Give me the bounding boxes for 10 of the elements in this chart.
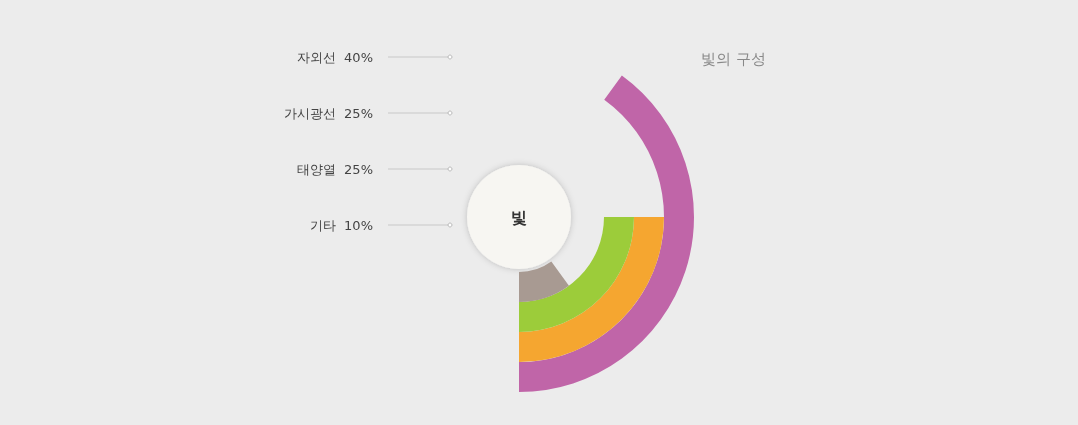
text: 빛 (511, 207, 527, 227)
category-label: 기타 (310, 217, 336, 233)
data-label: 40% (344, 49, 373, 65)
category-label: 가시광선 (284, 105, 336, 121)
text: 빛의 구성 (701, 49, 766, 68)
data-label: 25% (344, 105, 373, 121)
data-label: 25% (344, 161, 373, 177)
category-label: 자외선 (297, 49, 336, 65)
category-label: 태양열 (297, 161, 336, 177)
data-label: 10% (344, 217, 373, 233)
